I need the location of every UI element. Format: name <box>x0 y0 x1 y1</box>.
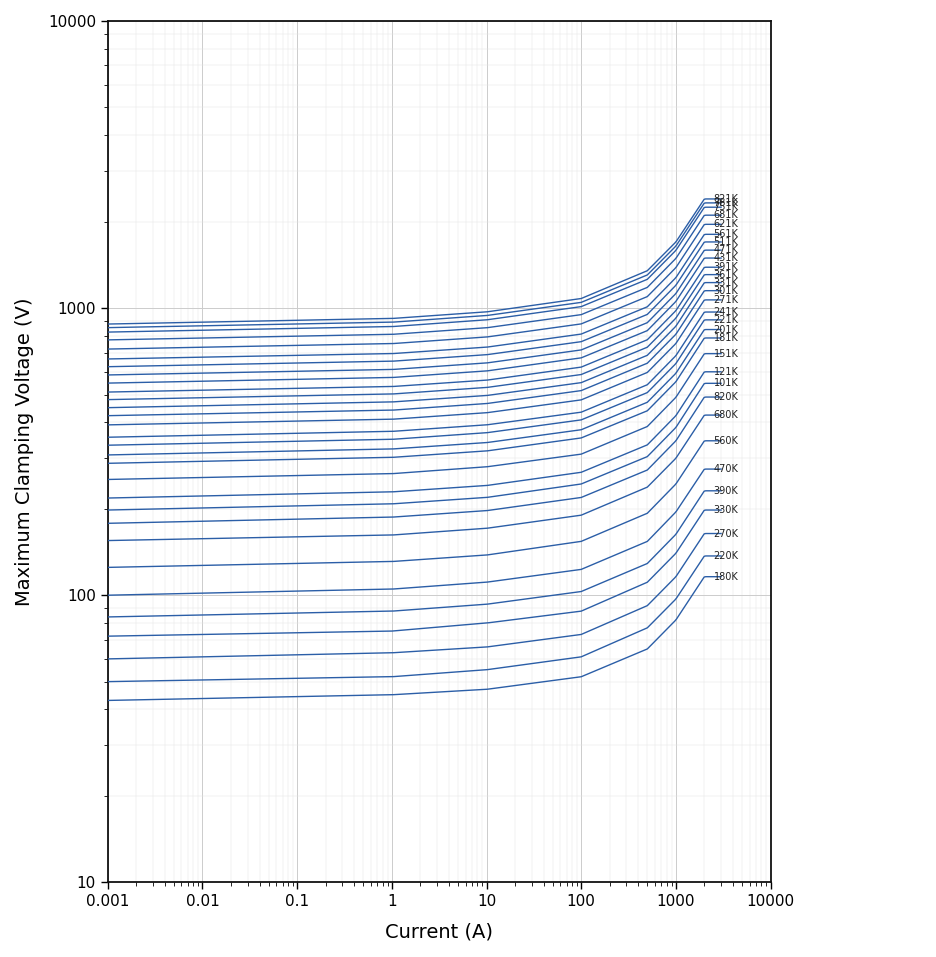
Text: 621K: 621K <box>713 219 739 230</box>
Text: 820K: 820K <box>713 392 739 402</box>
Text: 561K: 561K <box>713 230 739 239</box>
Text: 101K: 101K <box>713 378 739 389</box>
Text: 781K: 781K <box>713 198 739 208</box>
X-axis label: Current (A): Current (A) <box>386 923 493 942</box>
Text: 680K: 680K <box>713 411 739 420</box>
Text: 181K: 181K <box>713 333 739 343</box>
Text: 220K: 220K <box>713 551 739 561</box>
Text: 471K: 471K <box>713 245 739 256</box>
Text: 331K: 331K <box>713 278 739 288</box>
Text: 271K: 271K <box>713 295 739 305</box>
Text: 681K: 681K <box>713 211 739 220</box>
Text: 301K: 301K <box>713 286 739 296</box>
Text: 470K: 470K <box>713 464 739 474</box>
Text: 511K: 511K <box>713 237 739 247</box>
Text: 180K: 180K <box>713 571 739 582</box>
Text: 121K: 121K <box>713 367 739 377</box>
Text: 391K: 391K <box>713 262 739 272</box>
Text: 241K: 241K <box>713 307 739 317</box>
Text: 821K: 821K <box>713 194 739 204</box>
Text: 201K: 201K <box>713 324 739 335</box>
Text: 221K: 221K <box>713 315 739 324</box>
Text: 751K: 751K <box>713 202 739 212</box>
Text: 431K: 431K <box>713 253 739 263</box>
Text: 390K: 390K <box>713 486 739 496</box>
Text: 560K: 560K <box>713 435 739 446</box>
Text: 361K: 361K <box>713 270 739 279</box>
Text: 270K: 270K <box>713 528 739 539</box>
Text: 330K: 330K <box>713 505 739 515</box>
Text: 151K: 151K <box>713 348 739 359</box>
Y-axis label: Maximum Clamping Voltage (V): Maximum Clamping Voltage (V) <box>15 298 34 606</box>
